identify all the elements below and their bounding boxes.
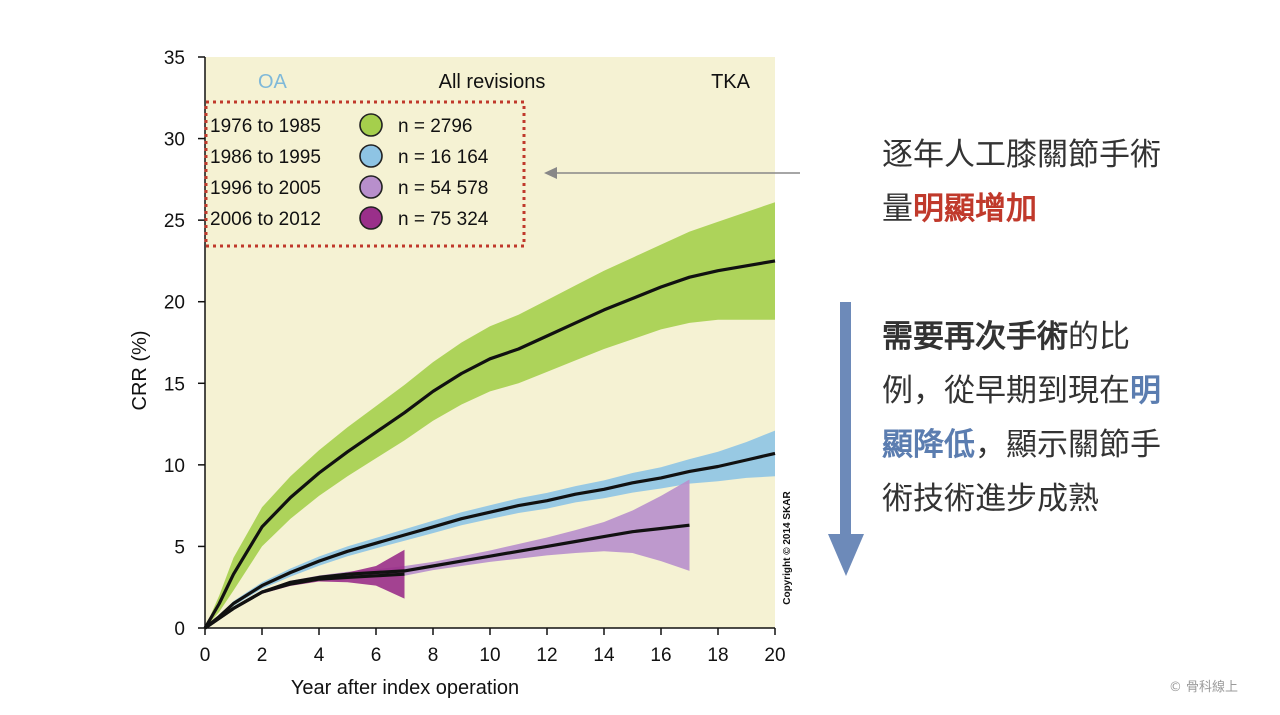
legend-count-0: n = 2796 <box>398 116 473 137</box>
legend-marker-3 <box>359 206 383 230</box>
x-axis-title: Year after index operation <box>291 677 519 699</box>
chart-container: 0 5 10 15 20 25 30 35 0 2 4 6 8 10 12 14 16 18 20 Year afte… <box>129 48 800 699</box>
x-tick-label: 6 <box>371 645 382 666</box>
note2-text-2: ，顯示關節手術技術進步成熟 <box>882 427 1161 517</box>
x-tick-label: 4 <box>314 645 325 666</box>
x-tick-label: 2 <box>257 645 268 666</box>
confidence-band-0 <box>205 202 775 628</box>
legend-label-2: 1996 to 2005 <box>210 178 321 199</box>
down-arrow-icon <box>828 302 864 576</box>
legend-marker-2 <box>359 175 383 199</box>
series-line-3 <box>204 572 405 630</box>
note1-highlight: 明顯增加 <box>913 191 1037 227</box>
y-tick-label: 25 <box>164 211 185 232</box>
annotation-volume-increase: 逐年人工膝關節手術量明顯增加 <box>882 128 1162 236</box>
y-tick-label: 15 <box>164 374 185 395</box>
confidence-band-1 <box>205 430 775 628</box>
copyright-text: Copyright © 2014 SKAR <box>782 490 793 604</box>
x-tick-label: 18 <box>707 645 728 666</box>
note2-text-1: 的比例，從早期到現在 <box>882 319 1130 409</box>
note1-text: 逐年人工膝關節手術量 <box>882 137 1161 227</box>
panel-label-all-revisions: All revisions <box>439 71 546 93</box>
x-tick-label: 8 <box>428 645 439 666</box>
pointer-arrow-head <box>544 167 557 179</box>
annotation-revision-decrease: 需要再次手術的比例，從早期到現在明顯降低，顯示關節手術技術進步成熟 <box>882 310 1182 526</box>
x-tick-label: 0 <box>200 645 211 666</box>
legend-label-0: 1976 to 1985 <box>210 116 321 137</box>
y-tick-label: 30 <box>164 130 185 151</box>
legend-count-1: n = 16 164 <box>398 147 489 168</box>
y-tick-label: 10 <box>164 456 185 477</box>
x-tick-label: 12 <box>536 645 557 666</box>
legend-count-2: n = 54 578 <box>398 178 488 199</box>
y-tick-label: 20 <box>164 293 185 314</box>
legend-count-3: n = 75 324 <box>398 209 489 230</box>
y-tick-label: 5 <box>174 537 185 558</box>
series-line-0 <box>203 259 776 629</box>
legend-label-3: 2006 to 2012 <box>210 209 321 230</box>
watermark: © 骨科線上 <box>1168 680 1238 695</box>
crr-chart: 0 5 10 15 20 25 30 35 0 2 4 6 8 10 12 14 16 18 20 Year afte… <box>129 48 800 699</box>
x-tick-label: 14 <box>593 645 615 666</box>
y-tick-label: 35 <box>164 48 185 69</box>
x-tick-label: 20 <box>764 645 785 666</box>
legend-marker-0 <box>359 113 383 137</box>
note2-highlight: 明顯降低 <box>882 373 1161 463</box>
series-line-1 <box>204 451 776 630</box>
legend-marker-1 <box>359 144 383 168</box>
note2-bold: 需要再次手術 <box>882 319 1068 355</box>
legend-label-1: 1986 to 1995 <box>210 147 321 168</box>
x-tick-label: 10 <box>479 645 500 666</box>
y-tick-label: 0 <box>174 619 185 640</box>
panel-label-oa: OA <box>258 71 288 93</box>
panel-label-tka: TKA <box>711 71 751 93</box>
x-tick-label: 16 <box>650 645 671 666</box>
y-axis-title: CRR (%) <box>129 331 151 411</box>
